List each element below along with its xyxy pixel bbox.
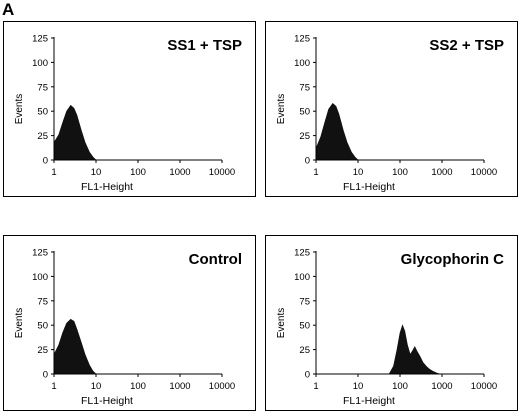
x-tick-label: 10	[353, 167, 364, 178]
y-axis-label: Events	[14, 94, 25, 125]
y-tick-label: 50	[299, 107, 310, 118]
y-axis-label: Events	[276, 94, 287, 125]
x-tick-label: 100	[392, 381, 408, 392]
panel-frame	[265, 235, 518, 411]
x-axis-label: FL1-Height	[81, 395, 133, 407]
x-tick-label: 1	[51, 381, 56, 392]
histogram-area	[388, 324, 441, 375]
x-tick-label: 1000	[431, 167, 452, 178]
y-tick-label: 125	[294, 34, 310, 45]
y-tick-label: 0	[43, 370, 48, 381]
y-tick-label: 100	[294, 272, 310, 283]
x-axis-label: FL1-Height	[81, 181, 133, 193]
histogram-area	[53, 318, 97, 375]
y-tick-label: 125	[32, 34, 48, 45]
histogram-panel-1: 0 25 50 75 100 125 1 10 100 1000 10000 Events FL1-He…	[3, 21, 256, 197]
panel-frame	[3, 235, 256, 411]
y-tick-label: 100	[32, 58, 48, 69]
histogram-panel-2: 0 25 50 75 100 125 1 10 100 1000 10000 Events FL1-He…	[265, 21, 518, 197]
y-tick-label: 125	[32, 248, 48, 259]
x-tick-label: 1	[313, 381, 318, 392]
x-tick-label: 1000	[431, 381, 452, 392]
y-tick-label: 50	[37, 107, 48, 118]
panel-letter: A	[2, 0, 15, 19]
y-tick-label: 75	[299, 296, 310, 307]
x-tick-label: 1000	[169, 381, 190, 392]
y-tick-label: 50	[299, 321, 310, 332]
x-tick-label: 100	[130, 381, 146, 392]
panel-title: Glycophorin C	[401, 251, 505, 268]
histogram-panel-3: 0 25 50 75 100 125 1 10 100 1000 10000 Events FL1-He…	[3, 235, 256, 411]
x-tick-label: 10000	[471, 167, 497, 178]
panel-title: SS2 + TSP	[429, 37, 504, 54]
histogram-area	[315, 102, 359, 161]
y-tick-label: 0	[43, 156, 48, 167]
x-axis-label: FL1-Height	[343, 395, 395, 407]
y-tick-label: 75	[37, 296, 48, 307]
x-tick-label: 100	[392, 167, 408, 178]
histogram-panel-4: 0 25 50 75 100 125 1 10 100 1000 10000 Events FL1-He…	[265, 235, 518, 411]
y-tick-label: 100	[294, 58, 310, 69]
y-tick-label: 125	[294, 248, 310, 259]
y-tick-label: 25	[37, 131, 48, 142]
y-tick-label: 25	[299, 131, 310, 142]
x-tick-label: 10	[91, 381, 102, 392]
y-tick-label: 0	[305, 156, 310, 167]
x-tick-label: 10000	[471, 381, 497, 392]
y-tick-label: 0	[305, 370, 310, 381]
y-tick-label: 75	[299, 82, 310, 93]
y-tick-label: 75	[37, 82, 48, 93]
y-tick-label: 50	[37, 321, 48, 332]
x-tick-label: 100	[130, 167, 146, 178]
y-tick-label: 100	[32, 272, 48, 283]
x-tick-label: 10	[91, 167, 102, 178]
x-tick-label: 10	[353, 381, 364, 392]
panel-title: Control	[189, 251, 242, 268]
x-tick-label: 1000	[169, 167, 190, 178]
x-tick-label: 1	[51, 167, 56, 178]
x-tick-label: 1	[313, 167, 318, 178]
x-tick-label: 10000	[209, 167, 235, 178]
y-axis-label: Events	[14, 308, 25, 339]
y-axis-label: Events	[276, 308, 287, 339]
y-tick-label: 25	[37, 345, 48, 356]
panel-frame	[3, 21, 256, 197]
panel-frame	[265, 21, 518, 197]
y-tick-label: 25	[299, 345, 310, 356]
x-tick-label: 10000	[209, 381, 235, 392]
panel-title: SS1 + TSP	[167, 37, 242, 54]
x-axis-label: FL1-Height	[343, 181, 395, 193]
histogram-area	[53, 104, 97, 161]
